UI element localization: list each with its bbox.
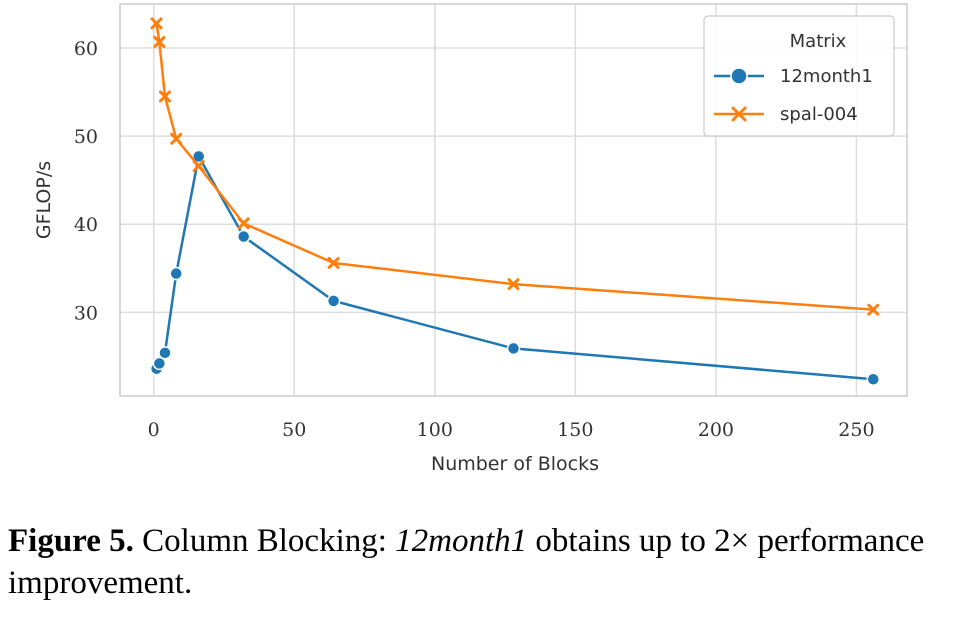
x-tick-label: 0	[148, 419, 160, 441]
data-point	[867, 303, 880, 316]
data-point	[507, 278, 520, 291]
x-tick-labels: 0 50 100 150 200 250	[148, 419, 875, 441]
plot-frame	[119, 3, 908, 397]
y-axis-label: GFLOP/s	[33, 161, 55, 239]
data-point	[237, 217, 250, 230]
legend-entry: 12month1	[714, 66, 873, 87]
chart: 0 50 100 150 200 250 30 40 50 60 Number of Block…	[33, 3, 908, 475]
x-tick-label: 50	[282, 419, 306, 441]
legend-title: Matrix	[790, 31, 847, 52]
data-point	[327, 256, 340, 269]
data-point	[731, 106, 747, 122]
legend-entry: spal-004	[714, 104, 858, 125]
legend-label: 12month1	[780, 66, 873, 87]
x-axis-label: Number of Blocks	[431, 453, 599, 475]
x-tick-label: 200	[698, 419, 734, 441]
legend-entries: 12month1 spal-004	[714, 66, 873, 125]
series-layer	[149, 17, 881, 387]
y-tick-labels: 30 40 50 60	[74, 38, 98, 324]
y-tick-label: 50	[74, 126, 98, 148]
y-tick-label: 60	[74, 38, 98, 60]
data-point	[506, 341, 521, 356]
y-tick-label: 40	[74, 214, 98, 236]
x-tick-label: 250	[838, 419, 874, 441]
caption-text-before: Column Blocking:	[133, 523, 396, 559]
data-point	[326, 294, 341, 308]
series-12month1	[149, 149, 881, 387]
caption-label: Figure 5.	[8, 523, 134, 559]
data-point	[169, 266, 183, 281]
data-point	[236, 229, 251, 244]
series-spal-004	[150, 17, 880, 316]
data-point	[158, 346, 172, 360]
data-point	[191, 149, 206, 164]
x-tick-label: 100	[417, 419, 453, 441]
figure-caption: Figure 5. Column Blocking: 12month1 obta…	[8, 520, 948, 604]
legend: Matrix 12month1 spal-004	[703, 15, 895, 137]
legend-box	[703, 15, 895, 137]
legend-label: spal-004	[780, 104, 858, 125]
data-point	[730, 67, 748, 85]
data-point	[158, 90, 171, 103]
data-point	[153, 35, 166, 48]
caption-emphasis: 12month1	[395, 523, 528, 559]
data-point	[866, 372, 881, 387]
data-point	[170, 132, 183, 145]
data-point	[152, 356, 167, 371]
y-tick-label: 30	[74, 302, 98, 324]
x-tick-label: 150	[557, 419, 593, 441]
caption-text-after: obtains up to 2× performance improvement…	[8, 523, 925, 601]
data-point	[192, 160, 205, 173]
data-point	[150, 17, 163, 30]
